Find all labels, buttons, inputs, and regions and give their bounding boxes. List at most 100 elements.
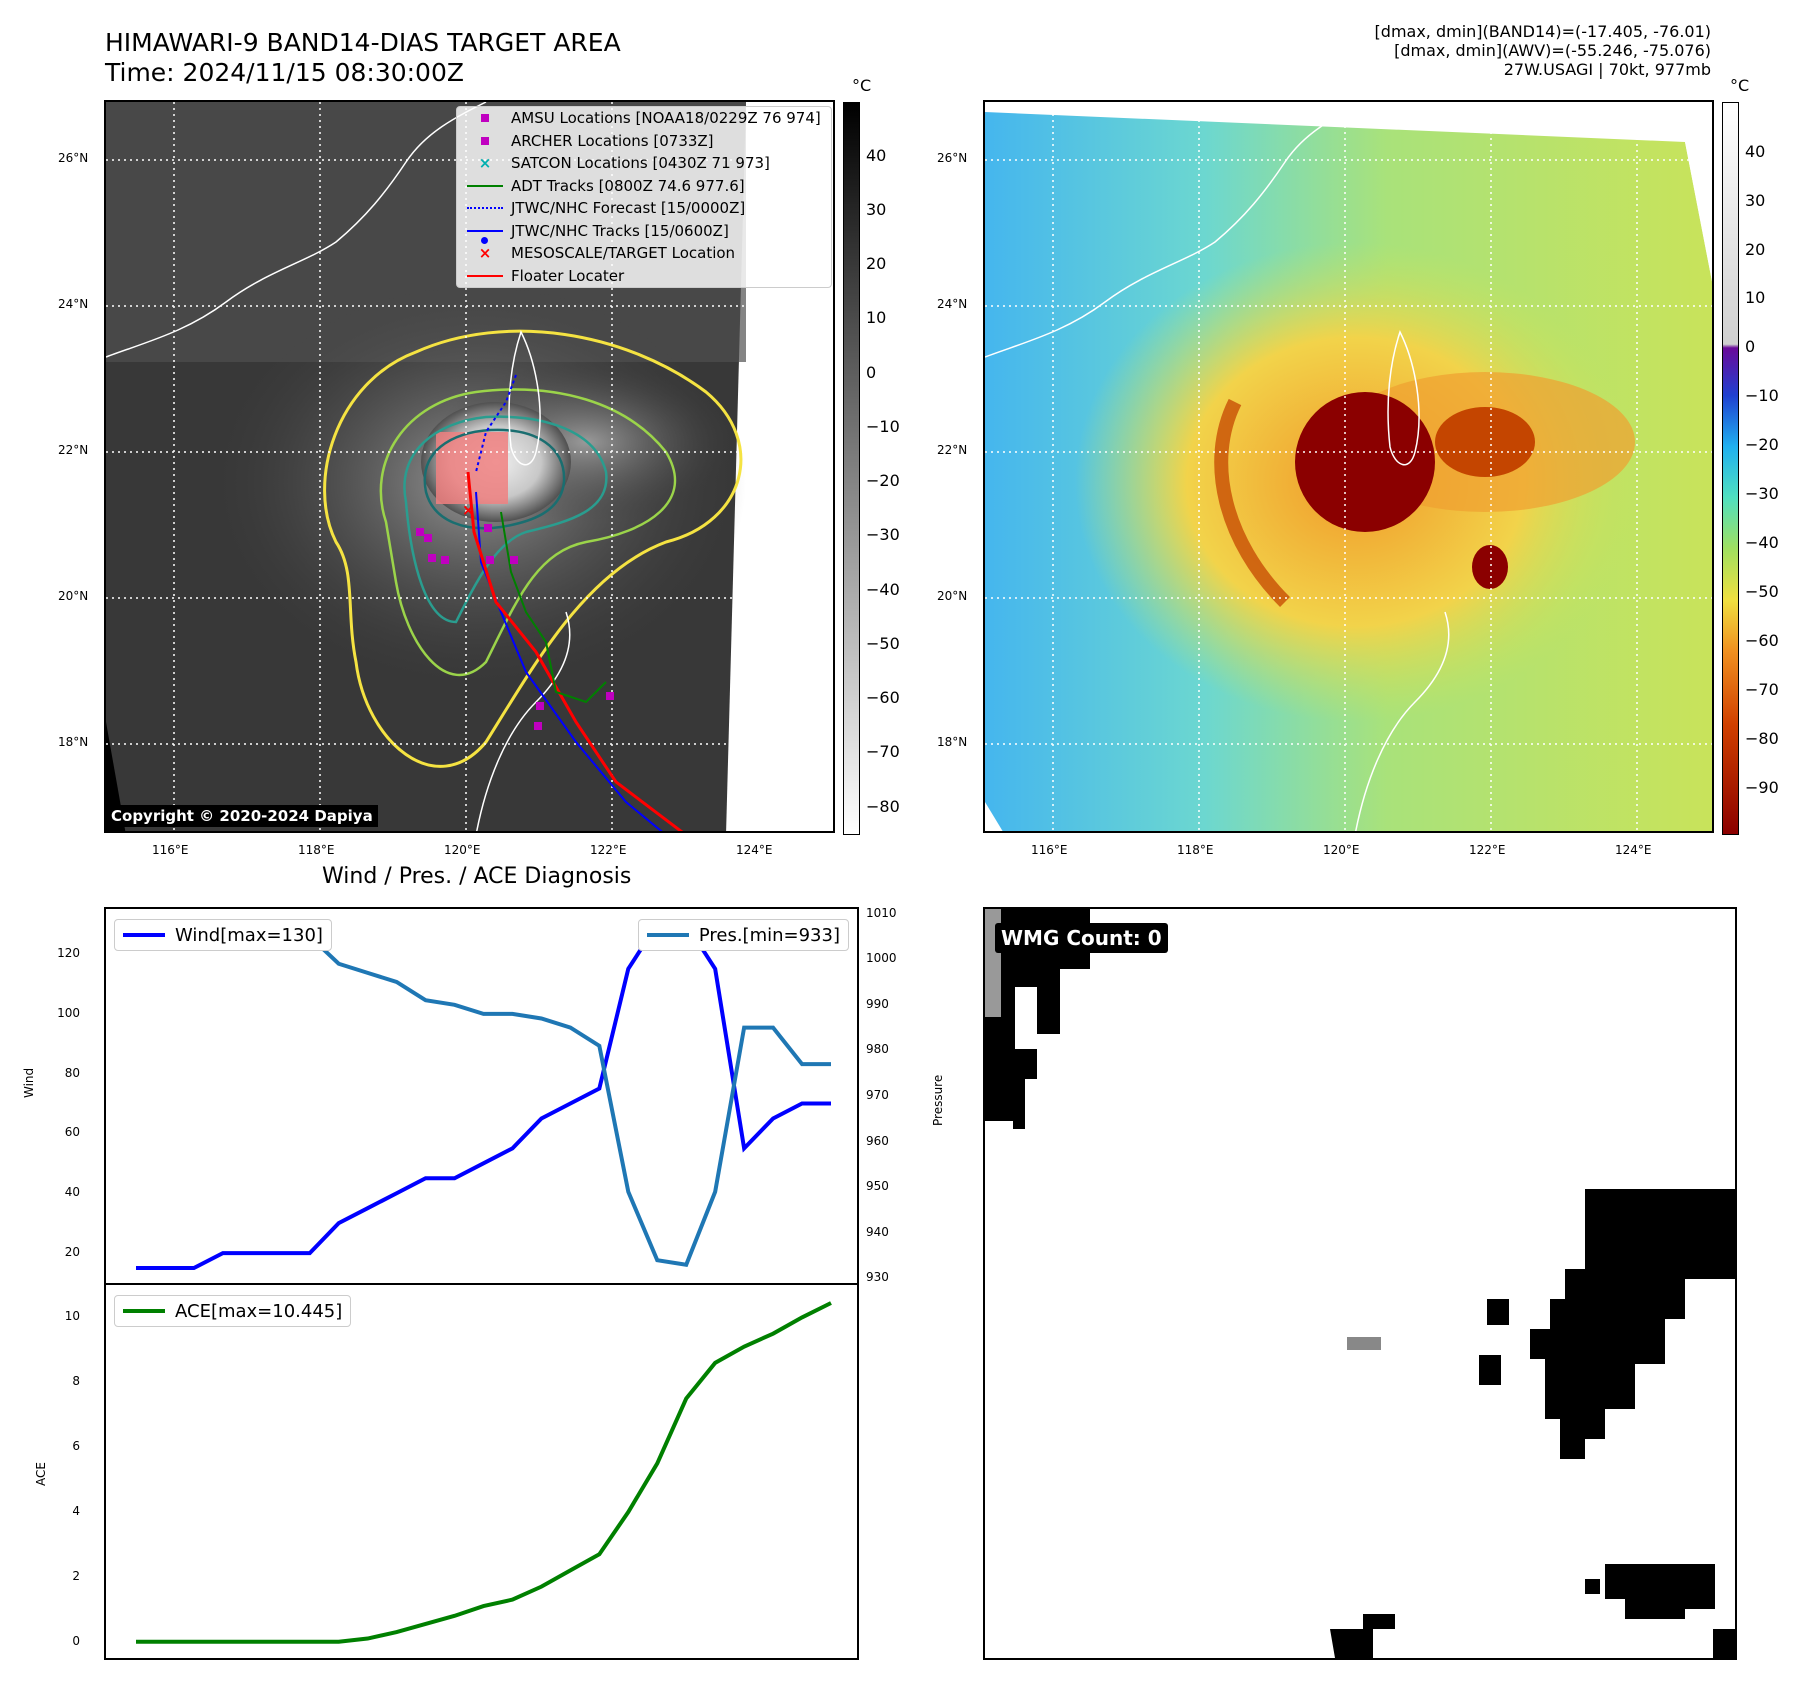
axis-tick-label: 10 (64, 1309, 80, 1324)
jtwc-forecast-track (475, 374, 517, 473)
wmg-cluster-se (1605, 1564, 1715, 1619)
legend-label: SATCON Locations [0430Z 71 973] (511, 154, 770, 173)
legend-label: AMSU Locations [NOAA18/0229Z 76 974] (511, 109, 821, 128)
adt-track (500, 511, 607, 704)
lat-label: 26°N (937, 151, 968, 165)
wmg-panel: WMG Count: 0 (983, 907, 1737, 1660)
colorbar-tick: 20 (866, 254, 887, 273)
lon-label: 116°E (1031, 843, 1068, 857)
lon-label: 118°E (1177, 843, 1214, 857)
wmg-cell (1479, 1355, 1501, 1385)
coastline-china (985, 102, 1366, 358)
lat-label: 20°N (937, 589, 968, 603)
axis-tick-label: 8 (72, 1374, 80, 1389)
colorbar-tick: −40 (1745, 533, 1779, 552)
line-dot-marker-icon (467, 229, 503, 232)
lat-label: 18°N (58, 735, 89, 749)
wmg-cell (1585, 1579, 1600, 1594)
lon-label: 120°E (444, 843, 481, 857)
colorbar-tick: −80 (1745, 729, 1779, 748)
wmg-cluster-s (1330, 1614, 1395, 1658)
colorbar-tick: 0 (1745, 337, 1756, 356)
colorbar-tick: −30 (1745, 484, 1779, 503)
axis-tick-label: 950 (866, 1179, 889, 1194)
axis-tick-label: 1000 (866, 951, 897, 966)
colorbar-tick: 40 (1745, 142, 1766, 161)
axis-tick-label: 80 (64, 1065, 80, 1080)
colorbar-tick: −20 (866, 471, 900, 490)
colorbar-tick: 40 (866, 146, 887, 165)
lon-label: 116°E (152, 843, 189, 857)
pressure-series-line (136, 920, 831, 1267)
lat-label: 22°N (58, 443, 89, 457)
legend-label: Floater Locater (511, 266, 625, 285)
target-area-box (436, 432, 508, 504)
legend-label: ADT Tracks [0800Z 74.6 977.6] (511, 176, 745, 195)
awv-map-panel (983, 100, 1714, 833)
colorbar-tick: −40 (866, 580, 900, 599)
colorbar-tick: −20 (1745, 435, 1779, 454)
colorbar-tick: −50 (1745, 582, 1779, 601)
axis-tick-label: 990 (866, 996, 889, 1011)
chart-title: HIMAWARI-9 BAND14-DIAS TARGET AREA Time:… (105, 28, 621, 88)
colorbar-tick: −30 (866, 525, 900, 544)
pres-legend-line-icon (646, 933, 689, 937)
legend-label: JTWC/NHC Tracks [15/0600Z] (511, 221, 729, 240)
axis-tick-label: 940 (866, 1224, 889, 1239)
pres-legend: Pres.[min=933] (637, 919, 849, 951)
info-line-3: 27W.USAGI | 70kt, 977mb (1503, 60, 1711, 79)
coastline-taiwan (508, 330, 541, 466)
axis-tick-label: 0 (72, 1633, 80, 1648)
lon-label: 120°E (1323, 843, 1360, 857)
ace-legend-line-icon (123, 1309, 165, 1313)
colorbar-tick: −10 (866, 417, 900, 436)
ir-map-panel: × AMSU Locations [NOAA18/0229Z 76 974] A… (104, 100, 835, 833)
lon-label: 118°E (298, 843, 335, 857)
amsu-markers (416, 524, 614, 730)
title-line-1: HIMAWARI-9 BAND14-DIAS TARGET AREA (105, 28, 621, 57)
legend-item: × MESOSCALE/TARGET Location (457, 242, 831, 265)
legend-item: ADT Tracks [0800Z 74.6 977.6] (457, 175, 831, 198)
colorbar-tick: −80 (866, 797, 900, 816)
contour-lightgreen (379, 388, 677, 677)
copyright-badge: Copyright © 2020-2024 Dapiya (106, 805, 378, 827)
lat-label: 24°N (58, 297, 89, 311)
wind-legend-label: Wind[max=130] (175, 924, 323, 946)
lon-label: 122°E (1469, 843, 1506, 857)
title-line-2: Time: 2024/11/15 08:30:00Z (105, 58, 464, 87)
coastline-luzon (1355, 611, 1450, 831)
wind-series-line (136, 921, 831, 1271)
diag-title: Wind / Pres. / ACE Diagnosis (322, 864, 632, 889)
wind-legend: Wind[max=130] (114, 919, 332, 951)
lat-label: 22°N (937, 443, 968, 457)
x-marker-icon: × (478, 244, 492, 263)
awv-gridlines (985, 102, 1712, 831)
awv-rainband (1214, 398, 1290, 607)
colorbar-left-unit: °C (852, 76, 872, 95)
coastline-taiwan (1387, 330, 1420, 466)
awv-small-cell (1472, 545, 1508, 589)
wmg-count-badge: WMG Count: 0 (995, 923, 1168, 953)
legend-label: ARCHER Locations [0733Z] (511, 131, 714, 150)
axis-tick-label: 1010 (866, 905, 897, 920)
wind-pres-svg (136, 920, 831, 1271)
lat-label: 18°N (937, 735, 968, 749)
axis-tick-label: 2 (72, 1568, 80, 1583)
wmg-gray-cell (1347, 1337, 1381, 1350)
contour-yellow (323, 329, 743, 768)
axis-tick-label: 6 (72, 1439, 80, 1454)
axis-tick-label: 40 (64, 1185, 80, 1200)
coastline-luzon (476, 611, 571, 831)
colorbar-tick: −90 (1745, 778, 1779, 797)
legend-item: × SATCON Locations [0430Z 71 973] (457, 152, 831, 175)
ace-svg (136, 1301, 832, 1644)
axis-tick-label: 960 (866, 1133, 889, 1148)
colorbar-tick: 10 (1745, 288, 1766, 307)
legend-item: JTWC/NHC Tracks [15/0600Z] (457, 220, 831, 244)
dotted-line-icon (467, 207, 503, 210)
colorbar-tick: −10 (1745, 386, 1779, 405)
axis-tick-label: 970 (866, 1088, 889, 1102)
lat-label: 26°N (58, 151, 89, 165)
axis-tick-label: 980 (866, 1042, 889, 1057)
colorbar-tick: 0 (866, 363, 877, 382)
